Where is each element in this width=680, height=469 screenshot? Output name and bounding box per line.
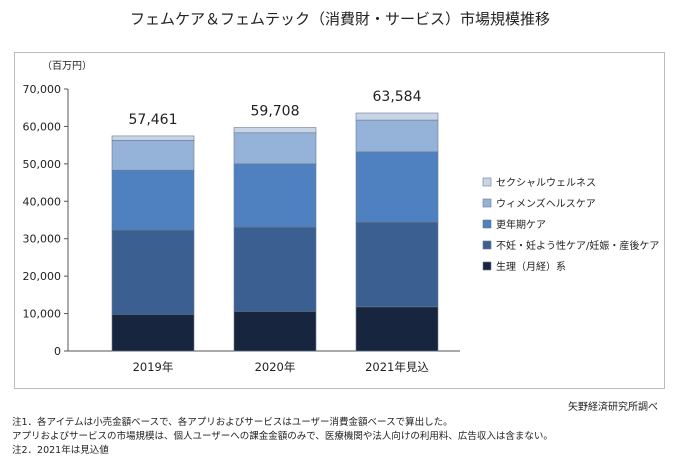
y-tick-label: 20,000 — [23, 270, 62, 283]
y-tick-label: 30,000 — [23, 233, 62, 246]
footnote-1: 注1．各アイテムは小売金額ベースで、各アプリおよびサービスはユーザー消費金額ベー… — [12, 417, 453, 428]
legend-label: 生理（月経）系 — [496, 260, 566, 273]
x-tick-label: 2021年見込 — [365, 360, 429, 374]
bar-segment — [355, 119, 439, 153]
bar-segment — [233, 132, 317, 165]
footnotes: 注1．各アイテムは小売金額ベースで、各アプリおよびサービスはユーザー消費金額ベー… — [12, 416, 553, 458]
legend-swatch — [482, 240, 492, 250]
legend-swatch — [482, 177, 492, 187]
footnote-3: 注2．2021年は見込値 — [12, 445, 109, 456]
legend: セクシャルウェルネスウィメンズヘルスケア更年期ケア不妊・妊よう性ケア/妊娠・産後… — [482, 177, 659, 273]
axes: 0 10,000 20,000 30,000 40,000 50,000 60,000 70,… — [23, 83, 460, 358]
y-tick-label: 60,000 — [23, 120, 62, 133]
legend-label: 不妊・妊よう性ケア/妊娠・産後ケア — [496, 239, 659, 252]
bar-segment — [355, 221, 439, 308]
x-tick-label: 2020年 — [255, 360, 296, 374]
bar-segment — [111, 229, 195, 315]
legend-swatch — [482, 219, 492, 229]
legend-label: 更年期ケア — [496, 218, 546, 231]
bar-total-label: 63,584 — [373, 89, 422, 105]
bar-segment — [111, 169, 195, 231]
bar-segment — [233, 127, 317, 134]
x-tick-label: 2019年 — [133, 360, 174, 374]
bars: 57,461 2019年 59,708 2020年 63,584 2021年見込 — [111, 89, 439, 374]
bar-segment — [233, 311, 317, 352]
y-tick-label: 10,000 — [23, 308, 62, 321]
legend-swatch — [482, 198, 492, 208]
legend-label: ウィメンズヘルスケア — [496, 197, 596, 210]
legend-label: セクシャルウェルネス — [496, 177, 596, 189]
source-credit: 矢野経済研究所調べ — [568, 402, 658, 413]
y-tick-label: 40,000 — [23, 195, 62, 208]
y-tick-label: 0 — [54, 345, 61, 358]
y-axis-unit-label: （百万円） — [42, 60, 92, 72]
chart-frame — [14, 52, 665, 389]
bar-segment — [233, 226, 317, 312]
bar-segment — [111, 135, 195, 141]
footnote-2: アプリおよびサービスの市場規模は、個人ユーザーへの課金金額のみで、医療機関や法人… — [12, 431, 553, 442]
bar-segment — [111, 314, 195, 352]
bar-segment — [111, 139, 195, 171]
bar-total-label: 59,708 — [251, 104, 300, 120]
bar-segment — [233, 163, 317, 228]
bar-segment — [355, 112, 439, 121]
chart-title: フェムケア＆フェムテック（消費財・サービス）市場規模推移 — [129, 10, 550, 28]
y-tick-label: 70,000 — [23, 83, 62, 96]
legend-swatch — [482, 261, 492, 271]
bar-total-label: 57,461 — [129, 112, 178, 128]
bar-segment — [355, 151, 439, 223]
bar-segment — [355, 306, 439, 352]
y-tick-label: 50,000 — [23, 158, 62, 171]
